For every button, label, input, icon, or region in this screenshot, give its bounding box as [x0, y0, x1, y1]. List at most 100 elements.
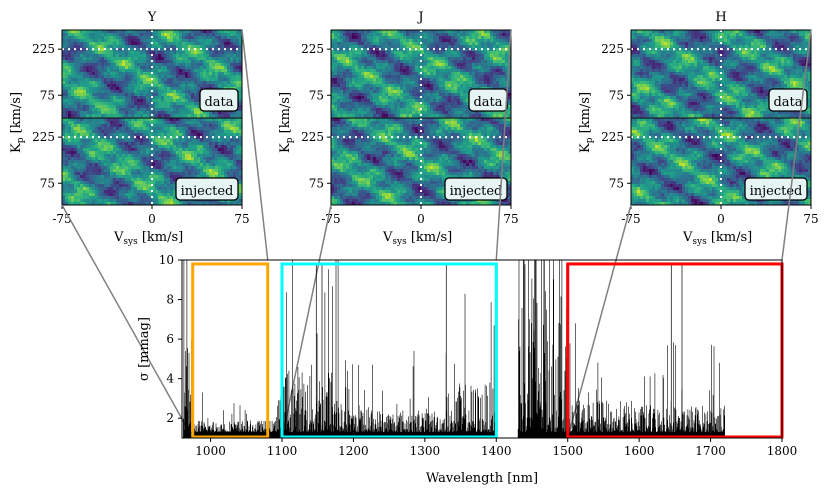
heatmap-cell	[101, 163, 105, 167]
heatmap-cell	[134, 87, 138, 91]
heatmap-cell	[454, 63, 458, 67]
heatmap-cell	[373, 96, 377, 100]
heatmap-cell	[448, 99, 452, 103]
heatmap-cell	[212, 199, 216, 203]
heatmap-cell	[182, 166, 186, 170]
heatmap-cell	[415, 63, 419, 67]
heatmap-cell	[119, 36, 123, 40]
heatmap-cell	[466, 87, 470, 91]
heatmap-cell	[331, 78, 335, 82]
heatmap-cell	[155, 148, 159, 152]
heatmap-cell	[188, 166, 192, 170]
heatmap-cell	[508, 84, 511, 88]
heatmap-cell	[334, 90, 338, 94]
heatmap-cell	[131, 96, 135, 100]
heatmap-cell	[113, 199, 117, 203]
heatmap-cell	[445, 45, 449, 49]
heatmap-cell	[158, 127, 162, 131]
heatmap-cell	[209, 69, 213, 73]
heatmap-cell	[391, 57, 395, 61]
heatmap-cell	[101, 108, 105, 112]
heatmap-cell	[463, 96, 467, 100]
heatmap-cell	[143, 54, 147, 58]
heatmap-cell	[194, 133, 198, 137]
heatmap-cell	[439, 102, 443, 106]
heatmap-cell	[62, 145, 66, 149]
heatmap-cell	[388, 48, 392, 52]
heatmap-cell	[98, 33, 102, 37]
heatmap-cell	[442, 69, 446, 73]
heatmap-cell	[340, 90, 344, 94]
heatmap-cell	[110, 169, 114, 173]
heatmap-cell	[86, 166, 90, 170]
heatmap-cell	[128, 199, 132, 203]
heatmap-cell	[161, 114, 165, 118]
heatmap-cell	[361, 66, 365, 70]
heatmap-cell	[71, 187, 75, 191]
heatmap-cell	[385, 78, 389, 82]
heatmap-cell	[484, 57, 488, 61]
heatmap-cell	[131, 199, 135, 203]
heatmap-cell	[149, 121, 153, 125]
heatmap-cell	[442, 96, 446, 100]
heatmap-cell	[152, 181, 156, 185]
heatmap-cell	[95, 69, 99, 73]
heatmap-cell	[400, 54, 404, 58]
heatmap-cell	[388, 60, 392, 64]
heatmap-cell	[209, 36, 213, 40]
heatmap-cell	[409, 30, 413, 34]
heatmap-cell	[191, 63, 195, 67]
heatmap-cell	[191, 157, 195, 161]
heatmap-cell	[221, 42, 225, 46]
heatmap-cell	[340, 93, 344, 97]
heatmap-cell	[158, 133, 162, 137]
heatmap-cell	[101, 178, 105, 182]
heatmap-cell	[355, 60, 359, 64]
heatmap-cell	[83, 48, 87, 52]
heatmap-cell	[128, 145, 132, 149]
heatmap-cell	[137, 193, 141, 197]
heatmap-cell	[209, 139, 213, 143]
heatmap-cell	[146, 121, 150, 125]
heatmap-cell	[391, 75, 395, 79]
heatmap-cell	[164, 63, 168, 67]
heatmap-cell	[83, 127, 87, 131]
heatmap-cell	[107, 48, 111, 52]
heatmap-cell	[334, 42, 338, 46]
heatmap-cell	[194, 111, 198, 115]
heatmap-cell	[484, 30, 488, 34]
heatmap-cell	[170, 90, 174, 94]
heatmap-cell	[104, 184, 108, 188]
heatmap-cell	[185, 57, 189, 61]
heatmap-cell	[161, 48, 165, 52]
heatmap-cell	[158, 30, 162, 34]
heatmap-cell	[358, 66, 362, 70]
heatmap-cell	[71, 199, 75, 203]
heatmap-cell	[448, 78, 452, 82]
heatmap-cell	[173, 184, 177, 188]
heatmap-cell	[454, 51, 458, 55]
heatmap-cell	[385, 57, 389, 61]
heatmap-cell	[164, 75, 168, 79]
heatmap-cell	[80, 114, 84, 118]
heatmap-cell	[128, 36, 132, 40]
heatmap-cell	[448, 72, 452, 76]
heatmap-cell	[367, 102, 371, 106]
heatmap-cell	[107, 187, 111, 191]
heatmap-cell	[424, 39, 428, 43]
heatmap-cell	[463, 30, 467, 34]
heatmap-cell	[469, 57, 473, 61]
heatmap-cell	[74, 169, 78, 173]
heatmap-cell	[221, 169, 225, 173]
heatmap-cell	[490, 33, 494, 37]
heatmap-cell	[200, 154, 204, 158]
heatmap-cell	[182, 169, 186, 173]
heatmap-cell	[343, 42, 347, 46]
heatmap-cell	[68, 72, 72, 76]
heatmap-cell	[158, 99, 162, 103]
heatmap-cell	[475, 84, 479, 88]
heatmap-cell	[110, 121, 114, 125]
heatmap-cell	[433, 33, 437, 37]
heatmap-cell	[152, 142, 156, 146]
heatmap-cell	[149, 87, 153, 91]
